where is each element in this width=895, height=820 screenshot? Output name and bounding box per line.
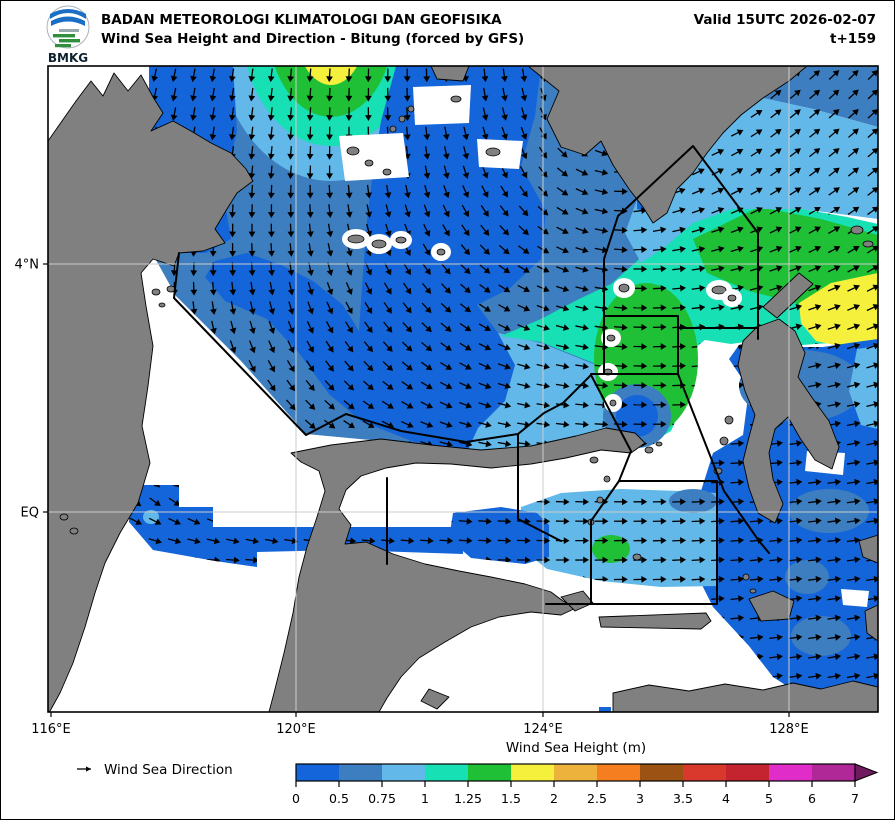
colorbar-tick-label: 5	[765, 791, 773, 806]
forecast-step: t+159	[830, 31, 876, 47]
colorbar-tick-label: 1	[421, 791, 429, 806]
landmasses	[48, 66, 878, 712]
map-area: 116°E 120°E 124°E 128°E 4°N EQ	[1, 1, 894, 745]
page-subtitle: Wind Sea Height and Direction - Bitung (…	[101, 31, 525, 47]
bmkg-logo-icon: BMKG	[46, 5, 90, 65]
valid-block: Valid 15UTC 2026-02-07 t+159	[694, 11, 876, 49]
colorbar-tick-label: 6	[808, 791, 816, 806]
legend-canvas: Wind Sea Direction Wind Sea Height (m) 0…	[77, 740, 879, 806]
wind-direction-key: Wind Sea Direction	[77, 762, 233, 778]
direction-key-arrow-icon	[86, 766, 91, 772]
page-title: BADAN METEOROLOGI KLIMATOLOGI DAN GEOFIS…	[101, 12, 502, 28]
valid-time: Valid 15UTC 2026-02-07	[693, 12, 876, 28]
zone-boundaries	[173, 145, 770, 605]
x-tick-label: 124°E	[523, 722, 563, 737]
colorbar-tick-label: 1.25	[454, 791, 482, 806]
colorbar-tick-label: 0	[292, 791, 300, 806]
colorbar-tick-label: 3	[636, 791, 644, 806]
y-tick-label: EQ	[21, 506, 39, 521]
map-canvas: 116°E 120°E 124°E 128°E 4°N EQ	[15, 65, 879, 738]
map-frame	[47, 65, 879, 713]
title-block: BADAN METEOROLOGI KLIMATOLOGI DAN GEOFIS…	[101, 11, 524, 49]
x-tick-label: 128°E	[769, 722, 809, 737]
colorbar-tick-label: 0.5	[329, 791, 349, 806]
header: BMKG BADAN METEOROLOGI KLIMATOLOGI DAN G…	[1, 1, 894, 65]
bmkg-logo-text: BMKG	[48, 51, 88, 65]
bmkg-logo: BMKG	[45, 5, 91, 65]
legend: Wind Sea Direction Wind Sea Height (m) 0…	[1, 736, 894, 819]
axis-ticks: 116°E 120°E 124°E 128°E 4°N EQ	[15, 258, 809, 738]
wave-height-field	[129, 66, 878, 712]
colorbar-tick-label: 4	[722, 791, 730, 806]
colorbar-tick-label: 2	[550, 791, 558, 806]
colorbar-tick-label: 2.5	[587, 791, 607, 806]
colorbar-tick-label: 7	[851, 791, 859, 806]
colorbar-tick-label: 0.75	[368, 791, 396, 806]
direction-key-label: Wind Sea Direction	[104, 762, 233, 778]
colorbar-tick-label: 1.5	[501, 791, 521, 806]
colorbar: 0 0.5 0.75 1 1.25 1.5 2 2.5 3 3.5 4 5 6 7	[292, 763, 879, 806]
colorbar-tick-label: 3.5	[673, 791, 693, 806]
y-tick-label: 4°N	[15, 258, 40, 273]
x-tick-label: 120°E	[276, 722, 316, 737]
x-tick-label: 116°E	[31, 722, 71, 737]
colorbar-title: Wind Sea Height (m)	[506, 740, 646, 756]
